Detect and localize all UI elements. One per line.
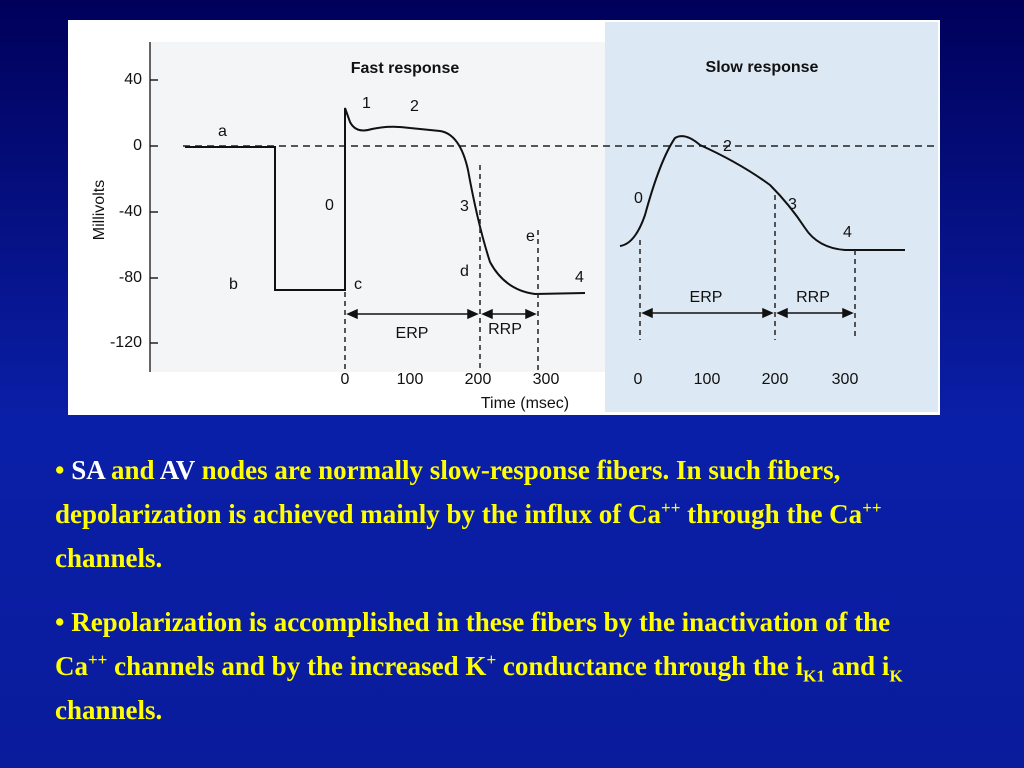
- x-tick-label: 300: [533, 371, 560, 388]
- slow-panel: [605, 22, 938, 412]
- phase-label: c: [354, 276, 362, 293]
- x-tick-label: 300: [832, 371, 859, 388]
- phase-label: a: [218, 123, 227, 140]
- arrowheads: [481, 308, 537, 320]
- phase-label: d: [460, 263, 469, 280]
- text-run: channels.: [55, 543, 163, 573]
- phase-label: 0: [325, 197, 334, 214]
- slow-curve: [619, 135, 905, 251]
- text-run: conductance through the i: [496, 651, 804, 681]
- panel-title: Fast response: [351, 60, 460, 77]
- arrowheads: [641, 307, 774, 319]
- text-run: • Repolarization is accomplished in thes…: [55, 607, 891, 681]
- text-run: channels and by the increased K: [107, 651, 487, 681]
- text-run: channels.: [55, 695, 163, 725]
- phase-label: 2: [723, 138, 732, 155]
- erp-label: ERP: [396, 325, 429, 342]
- x-tick-label: 0: [341, 371, 350, 388]
- rrp-label: RRP: [796, 289, 830, 306]
- fast-panel: [150, 42, 605, 372]
- y-tick-label: 40: [124, 71, 142, 88]
- text-run: AV: [159, 455, 195, 485]
- figure: Millivolts Time (msec) 40 0 -40 -80 -120…: [68, 20, 940, 415]
- panel-title: Slow response: [706, 59, 819, 76]
- rrp-label: RRP: [488, 321, 522, 338]
- text-run: and i: [824, 651, 890, 681]
- arrowheads: [346, 308, 479, 320]
- x-tick-label: 100: [397, 371, 424, 388]
- bullet: • Repolarization is accomplished in thes…: [55, 600, 940, 732]
- text-run: through the Ca: [680, 499, 863, 529]
- phase-label: 1: [362, 95, 371, 112]
- phase-label: 4: [843, 224, 852, 241]
- phase-label: 3: [788, 196, 797, 213]
- phase-label: b: [229, 276, 238, 293]
- phase-label: e: [526, 228, 535, 245]
- y-tick-label: -40: [119, 203, 142, 220]
- x-axis-label: Time (msec): [481, 395, 569, 412]
- text-run: K: [889, 666, 903, 686]
- text-run: SA: [71, 455, 105, 485]
- x-tick-label: 200: [762, 371, 789, 388]
- text-run: ++: [661, 498, 681, 517]
- phase-label: 4: [575, 269, 584, 286]
- text-run: K1: [803, 666, 825, 686]
- text-run: ++: [88, 650, 108, 669]
- erp-label: ERP: [690, 289, 723, 306]
- text-run: +: [486, 650, 497, 669]
- x-tick-label: 200: [465, 371, 492, 388]
- x-tick-label: 100: [694, 371, 721, 388]
- y-tick-label: 0: [133, 137, 142, 154]
- y-axis-label: Millivolts: [91, 180, 108, 240]
- text-run: nodes are normally slow-response fibers.…: [55, 455, 841, 529]
- phase-label: 2: [410, 98, 419, 115]
- text-run: •: [55, 455, 72, 485]
- text-run: ++: [862, 498, 882, 517]
- x-tick-label: 0: [634, 371, 643, 388]
- fast-curve: [185, 107, 586, 296]
- y-tick-label: -80: [119, 269, 142, 286]
- y-tick-label: -120: [110, 334, 142, 351]
- bullet: • SA and AV nodes are normally slow-resp…: [55, 448, 940, 580]
- text-run: and: [104, 455, 160, 485]
- bullet-text: • SA and AV nodes are normally slow-resp…: [55, 448, 940, 752]
- phase-label: 3: [460, 198, 469, 215]
- phase-label: 0: [634, 190, 643, 207]
- arrowheads: [776, 307, 854, 319]
